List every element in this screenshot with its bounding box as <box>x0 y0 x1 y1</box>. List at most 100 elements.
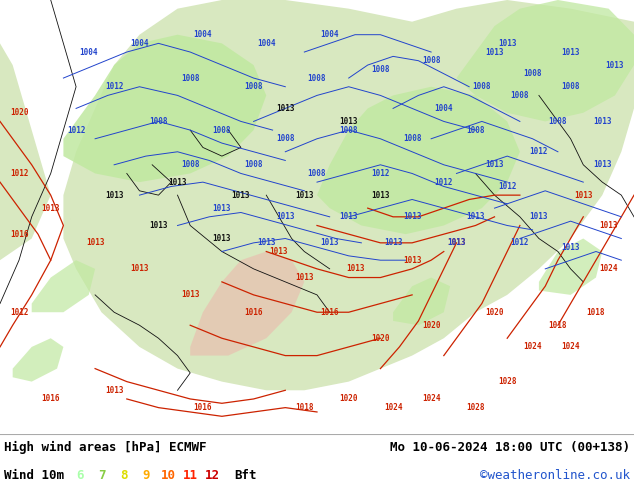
Text: 1004: 1004 <box>130 39 149 48</box>
Text: 1008: 1008 <box>510 91 529 100</box>
Text: 1008: 1008 <box>307 74 327 82</box>
Text: 1013: 1013 <box>371 191 390 199</box>
Text: 1018: 1018 <box>548 321 567 330</box>
Text: 12: 12 <box>205 469 219 483</box>
Text: 1008: 1008 <box>466 125 485 135</box>
Text: 1013: 1013 <box>41 204 60 213</box>
Text: 1008: 1008 <box>472 82 491 91</box>
Text: 1012: 1012 <box>529 147 548 156</box>
Text: 1013: 1013 <box>276 212 295 221</box>
Text: 1013: 1013 <box>149 221 168 230</box>
Text: 1013: 1013 <box>339 117 358 126</box>
Text: 1013: 1013 <box>605 61 624 70</box>
Text: 1008: 1008 <box>181 74 200 82</box>
Text: 1024: 1024 <box>561 343 580 351</box>
Text: 1013: 1013 <box>86 238 105 247</box>
Text: 1028: 1028 <box>466 403 485 412</box>
Text: 1012: 1012 <box>105 82 124 91</box>
Text: 1004: 1004 <box>193 30 212 39</box>
Text: 1016: 1016 <box>244 308 263 317</box>
Polygon shape <box>456 0 634 122</box>
Text: 1013: 1013 <box>447 238 466 247</box>
Text: 1013: 1013 <box>466 212 485 221</box>
Text: 1012: 1012 <box>10 169 29 178</box>
Text: 1008: 1008 <box>244 160 263 169</box>
Text: 1024: 1024 <box>599 265 618 273</box>
Text: 1020: 1020 <box>422 321 441 330</box>
Text: 1013: 1013 <box>384 238 403 247</box>
Text: 1013: 1013 <box>529 212 548 221</box>
Text: 1016: 1016 <box>193 403 212 412</box>
Text: ©weatheronline.co.uk: ©weatheronline.co.uk <box>480 469 630 483</box>
Text: 1008: 1008 <box>523 69 542 78</box>
Text: 6: 6 <box>76 469 84 483</box>
Polygon shape <box>63 35 266 182</box>
Polygon shape <box>539 239 602 295</box>
Text: 1008: 1008 <box>244 82 263 91</box>
Text: 9: 9 <box>142 469 150 483</box>
Text: 1004: 1004 <box>257 39 276 48</box>
Text: 1013: 1013 <box>295 273 314 282</box>
Text: 1004: 1004 <box>320 30 339 39</box>
Text: 1013: 1013 <box>447 238 466 247</box>
Text: 1004: 1004 <box>434 104 453 113</box>
Text: 1008: 1008 <box>371 65 390 74</box>
Text: 1012: 1012 <box>371 169 390 178</box>
Text: 1013: 1013 <box>593 117 612 126</box>
Text: 1013: 1013 <box>269 247 288 256</box>
Text: 1024: 1024 <box>384 403 403 412</box>
Polygon shape <box>63 0 634 390</box>
Text: 1012: 1012 <box>434 178 453 187</box>
Text: 1013: 1013 <box>403 212 422 221</box>
Text: 1012: 1012 <box>510 238 529 247</box>
Text: 1008: 1008 <box>548 117 567 126</box>
Text: 8: 8 <box>120 469 127 483</box>
Text: 1013: 1013 <box>181 291 200 299</box>
Text: 1013: 1013 <box>561 48 580 56</box>
Text: 1013: 1013 <box>231 191 250 199</box>
Text: 1013: 1013 <box>295 191 314 199</box>
Text: Bft: Bft <box>234 469 257 483</box>
Text: 7: 7 <box>98 469 106 483</box>
Text: Mo 10-06-2024 18:00 UTC (00+138): Mo 10-06-2024 18:00 UTC (00+138) <box>390 441 630 454</box>
Text: 1008: 1008 <box>149 117 168 126</box>
Text: 1013: 1013 <box>346 265 365 273</box>
Text: 1020: 1020 <box>371 334 390 343</box>
Text: 1013: 1013 <box>320 238 339 247</box>
Text: 1008: 1008 <box>212 125 231 135</box>
Text: 1013: 1013 <box>403 256 422 265</box>
Polygon shape <box>393 277 450 325</box>
Text: 1013: 1013 <box>212 234 231 243</box>
Text: 1008: 1008 <box>403 134 422 143</box>
Text: 1016: 1016 <box>10 230 29 239</box>
Polygon shape <box>13 338 63 382</box>
Text: 1016: 1016 <box>320 308 339 317</box>
Text: 1018: 1018 <box>295 403 314 412</box>
Text: 1012: 1012 <box>10 308 29 317</box>
Text: 1013: 1013 <box>485 48 504 56</box>
Text: 1020: 1020 <box>485 308 504 317</box>
Text: High wind areas [hPa] ECMWF: High wind areas [hPa] ECMWF <box>4 441 207 454</box>
Text: 1013: 1013 <box>593 160 612 169</box>
Text: 1013: 1013 <box>498 39 517 48</box>
Text: 1013: 1013 <box>212 204 231 213</box>
Text: 1013: 1013 <box>130 265 149 273</box>
Text: 1004: 1004 <box>79 48 98 56</box>
Text: 1008: 1008 <box>339 125 358 135</box>
Text: 1016: 1016 <box>41 394 60 403</box>
Text: 1013: 1013 <box>599 221 618 230</box>
Text: 1024: 1024 <box>523 343 542 351</box>
Text: 1012: 1012 <box>498 182 517 191</box>
Polygon shape <box>190 251 304 356</box>
Text: 1008: 1008 <box>561 82 580 91</box>
Text: 1013: 1013 <box>105 386 124 395</box>
Text: 1013: 1013 <box>561 243 580 252</box>
Text: 1013: 1013 <box>257 238 276 247</box>
Text: 1013: 1013 <box>168 178 187 187</box>
Text: 1013: 1013 <box>574 191 593 199</box>
Text: 1028: 1028 <box>498 377 517 386</box>
Text: 11: 11 <box>183 469 198 483</box>
Text: 1020: 1020 <box>10 108 29 117</box>
Polygon shape <box>317 87 520 234</box>
Text: 1008: 1008 <box>276 134 295 143</box>
